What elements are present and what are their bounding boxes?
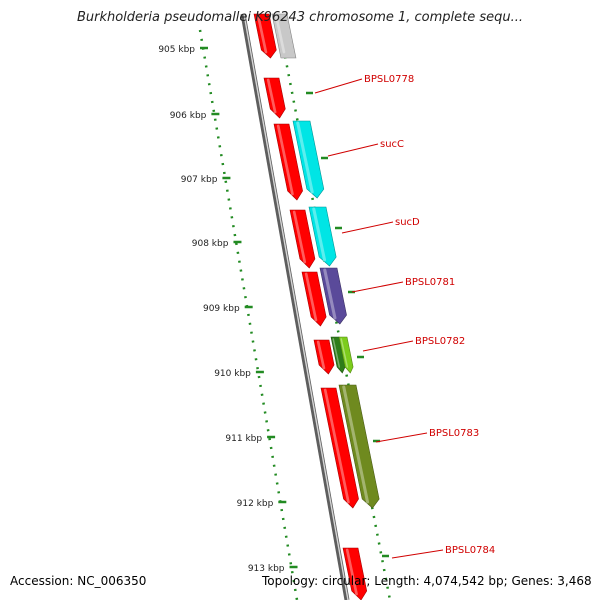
ruler-tick-label: 909 kbp	[203, 304, 240, 314]
gene-leader-line	[351, 281, 404, 293]
gene-arrow-highlight	[342, 385, 370, 504]
gene-leader-line	[341, 221, 394, 234]
ruler-tick-label: 913 kbp	[248, 564, 285, 574]
ruler-tick-label: 911 kbp	[225, 434, 262, 444]
gene-label: sucD	[395, 217, 420, 228]
gene-arrow-highlight	[332, 338, 341, 368]
gene-label: sucC	[380, 139, 404, 150]
cds-arrow-highlight	[266, 78, 277, 114]
backbone-highlight	[243, 13, 349, 600]
map-title: Burkholderia pseudomallei K96243 chromos…	[76, 10, 524, 25]
gene-label: BPSL0784	[445, 545, 495, 556]
ruler-tick-label: 908 kbp	[192, 239, 229, 249]
ruler-tick-label: 905 kbp	[158, 45, 195, 55]
cds-arrow-highlight	[345, 548, 358, 596]
gene-arrow-highlight	[296, 121, 314, 194]
gene-arrow-highlight	[340, 338, 349, 368]
ruler-tick-label: 910 kbp	[214, 369, 251, 379]
gene-label: BPSL0781	[405, 277, 455, 288]
gene-leader-line	[327, 143, 379, 157]
gene-arrow-highlight	[323, 268, 337, 320]
gene-label: BPSL0782	[415, 336, 465, 347]
cds-arrow-highlight	[276, 124, 294, 196]
gene-arrow-highlight	[312, 207, 327, 262]
gene-label: BPSL0783	[429, 428, 479, 439]
ruler-tick-label: 907 kbp	[181, 175, 218, 185]
genome-summary-text: Topology: circular; Length: 4,074,542 bp…	[262, 574, 592, 588]
pseudo-segment-top-highlight	[274, 14, 286, 54]
gene-leader-line	[314, 78, 363, 94]
ruler-tick-label: 906 kbp	[170, 111, 207, 121]
gene-label: BPSL0778	[364, 74, 414, 85]
cds-arrow-highlight	[304, 272, 318, 322]
ruler-tick-label: 912 kbp	[237, 499, 274, 509]
backbone-shadow	[240, 13, 350, 600]
gene-leader-line	[391, 549, 444, 559]
cds-arrow-highlight	[292, 210, 307, 264]
left-guide-line	[198, 29, 299, 600]
cds-arrow-highlight	[316, 340, 326, 370]
cds-arrow-highlight	[323, 388, 350, 504]
gene-leader-line	[375, 432, 428, 443]
accession-text: Accession: NC_006350	[10, 574, 147, 588]
cds-arrow-top-highlight	[256, 14, 268, 54]
gene-leader-line	[362, 340, 414, 352]
